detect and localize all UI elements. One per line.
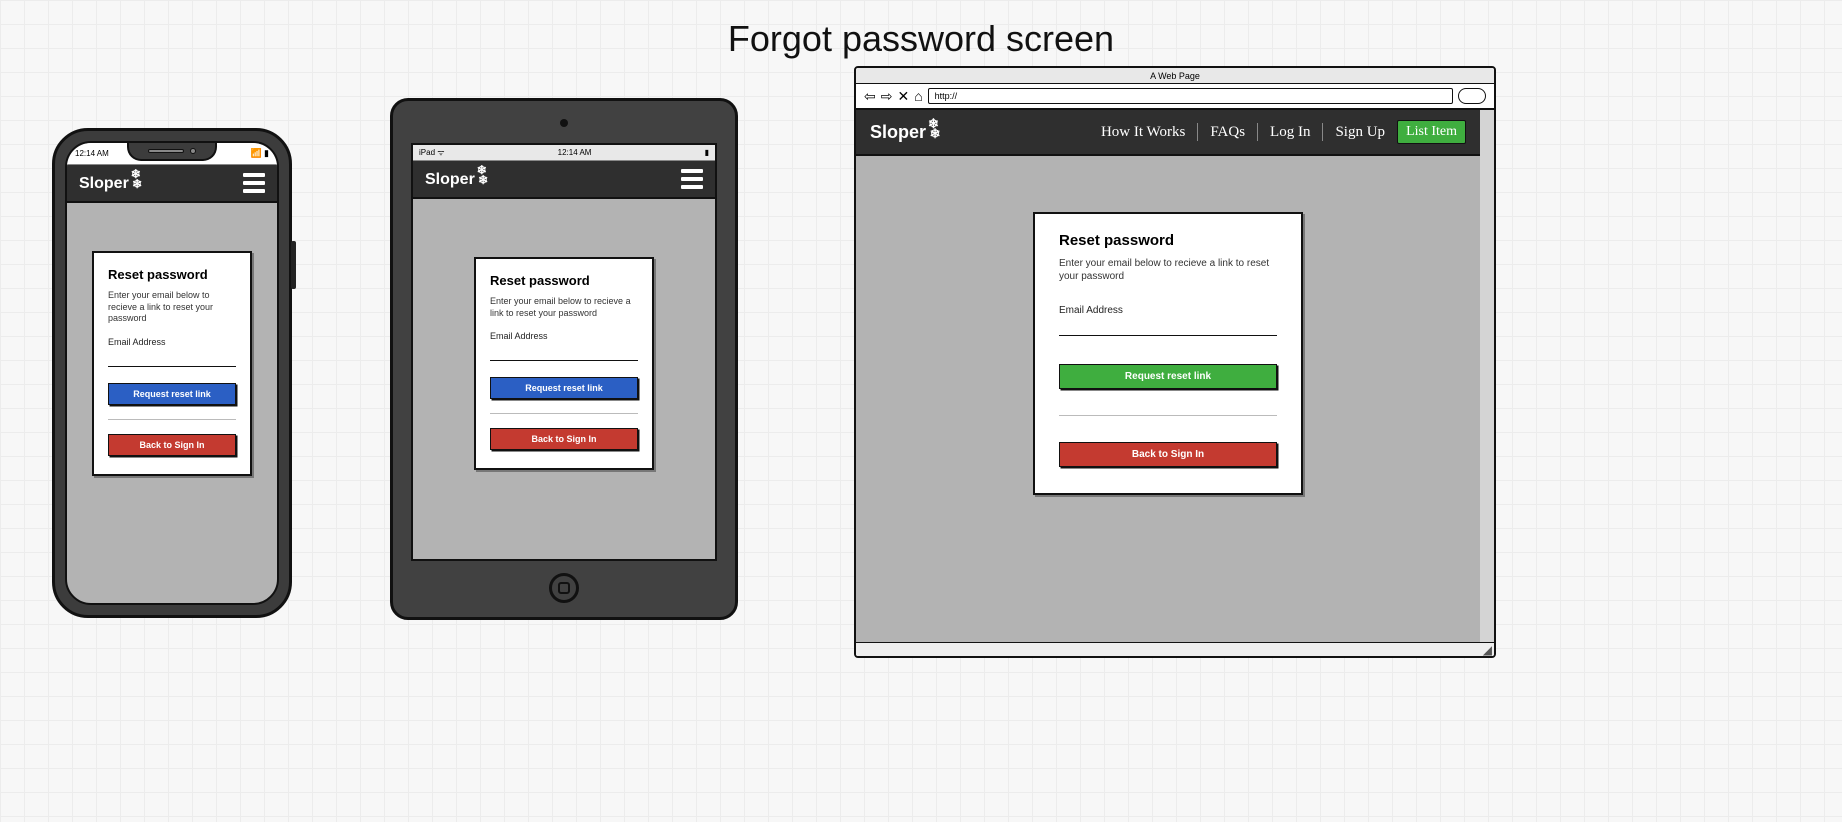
browser-toolbar: ⇦ ⇨ ✕ ⌂ http:// bbox=[856, 84, 1494, 110]
phone-notch bbox=[127, 143, 217, 161]
reset-password-card: Reset password Enter your email below to… bbox=[474, 257, 654, 470]
browser-statusbar: ◢ bbox=[856, 642, 1494, 656]
brand-name: Sloper bbox=[79, 175, 129, 193]
nav-faqs[interactable]: FAQs bbox=[1210, 124, 1245, 141]
brand-name: Sloper bbox=[870, 122, 926, 143]
card-heading: Reset password bbox=[1059, 232, 1277, 249]
email-field[interactable] bbox=[108, 353, 236, 367]
tablet-status-bar: iPad ᯤ 12:14 AM ▮ bbox=[413, 145, 715, 161]
top-nav: How It Works FAQs Log In Sign Up List It… bbox=[1101, 120, 1466, 144]
go-button[interactable] bbox=[1458, 88, 1486, 104]
resize-grip-icon[interactable]: ◢ bbox=[1483, 646, 1492, 654]
nav-sign-up[interactable]: Sign Up bbox=[1335, 124, 1385, 141]
email-field[interactable] bbox=[1059, 322, 1277, 336]
tablet-device-frame: iPad ᯤ 12:14 AM ▮ Sloper ❄ ❄ Reset passw… bbox=[390, 98, 738, 620]
card-heading: Reset password bbox=[490, 273, 638, 288]
tablet-camera bbox=[560, 119, 568, 127]
nav-separator bbox=[1197, 123, 1198, 141]
tablet-screen: iPad ᯤ 12:14 AM ▮ Sloper ❄ ❄ Reset passw… bbox=[411, 143, 717, 561]
browser-window: A Web Page ⇦ ⇨ ✕ ⌂ http:// Sloper ❄ ❄ Ho… bbox=[854, 66, 1496, 658]
card-subtext: Enter your email below to recieve a link… bbox=[108, 290, 236, 325]
email-label: Email Address bbox=[1059, 305, 1277, 316]
battery-icon: ▮ bbox=[264, 148, 269, 159]
reset-password-card: Reset password Enter your email below to… bbox=[1033, 212, 1303, 495]
reset-password-card: Reset password Enter your email below to… bbox=[92, 251, 252, 476]
tablet-app-header: Sloper ❄ ❄ bbox=[413, 161, 715, 199]
back-to-signin-button[interactable]: Back to Sign In bbox=[108, 434, 236, 456]
hamburger-menu-icon[interactable] bbox=[681, 169, 703, 189]
list-item-button[interactable]: List Item bbox=[1397, 120, 1466, 144]
tablet-status-left: iPad ᯤ bbox=[419, 147, 445, 158]
browser-viewport: Sloper ❄ ❄ How It Works FAQs Log In Sign… bbox=[856, 110, 1494, 642]
back-to-signin-button[interactable]: Back to Sign In bbox=[1059, 442, 1277, 467]
tablet-status-time: 12:14 AM bbox=[558, 148, 592, 157]
card-subtext: Enter your email below to recieve a link… bbox=[490, 296, 638, 319]
back-to-signin-button[interactable]: Back to Sign In bbox=[490, 428, 638, 450]
card-heading: Reset password bbox=[108, 267, 236, 282]
phone-status-bar: 12:14 AM 📶 ▮ bbox=[67, 143, 277, 165]
page-title: Forgot password screen bbox=[0, 18, 1842, 60]
snowflake-icon: ❄ ❄ bbox=[131, 169, 140, 189]
brand-name: Sloper bbox=[425, 171, 475, 189]
phone-screen: 12:14 AM 📶 ▮ Sloper ❄ ❄ Reset password E… bbox=[65, 141, 279, 605]
nav-separator bbox=[1322, 123, 1323, 141]
brand-logo[interactable]: Sloper ❄ ❄ bbox=[870, 122, 939, 143]
snowflake-icon: ❄ ❄ bbox=[928, 119, 939, 139]
desktop-app-header: Sloper ❄ ❄ How It Works FAQs Log In Sign… bbox=[856, 110, 1480, 156]
back-icon[interactable]: ⇦ bbox=[864, 89, 876, 103]
card-subtext: Enter your email below to recieve a link… bbox=[1059, 257, 1277, 283]
browser-titlebar: A Web Page bbox=[856, 68, 1494, 84]
request-reset-button[interactable]: Request reset link bbox=[1059, 364, 1277, 389]
signal-icon: 📶 bbox=[251, 148, 262, 159]
nav-log-in[interactable]: Log In bbox=[1270, 124, 1310, 141]
email-field[interactable] bbox=[490, 347, 638, 361]
card-divider bbox=[490, 413, 638, 414]
email-label: Email Address bbox=[108, 337, 236, 347]
request-reset-button[interactable]: Request reset link bbox=[108, 383, 236, 405]
nav-separator bbox=[1257, 123, 1258, 141]
request-reset-button[interactable]: Request reset link bbox=[490, 377, 638, 399]
phone-status-icons: 📶 ▮ bbox=[251, 148, 269, 159]
home-icon[interactable]: ⌂ bbox=[914, 89, 922, 103]
card-divider bbox=[108, 419, 236, 420]
hamburger-menu-icon[interactable] bbox=[243, 173, 265, 193]
phone-device-frame: 12:14 AM 📶 ▮ Sloper ❄ ❄ Reset password E… bbox=[52, 128, 292, 618]
url-input[interactable]: http:// bbox=[928, 88, 1453, 104]
tablet-battery-icon: ▮ bbox=[705, 148, 709, 157]
brand-logo[interactable]: Sloper ❄ ❄ bbox=[79, 173, 140, 193]
phone-side-button bbox=[291, 241, 296, 289]
snowflake-icon: ❄ ❄ bbox=[477, 165, 486, 185]
forward-icon[interactable]: ⇨ bbox=[881, 89, 893, 103]
email-label: Email Address bbox=[490, 331, 638, 341]
stop-icon[interactable]: ✕ bbox=[897, 89, 909, 103]
phone-app-header: Sloper ❄ ❄ bbox=[67, 165, 277, 203]
brand-logo[interactable]: Sloper ❄ ❄ bbox=[425, 169, 486, 189]
tablet-home-button[interactable] bbox=[549, 573, 579, 603]
card-divider bbox=[1059, 415, 1277, 416]
nav-how-it-works[interactable]: How It Works bbox=[1101, 124, 1185, 141]
phone-status-time: 12:14 AM bbox=[75, 149, 109, 158]
